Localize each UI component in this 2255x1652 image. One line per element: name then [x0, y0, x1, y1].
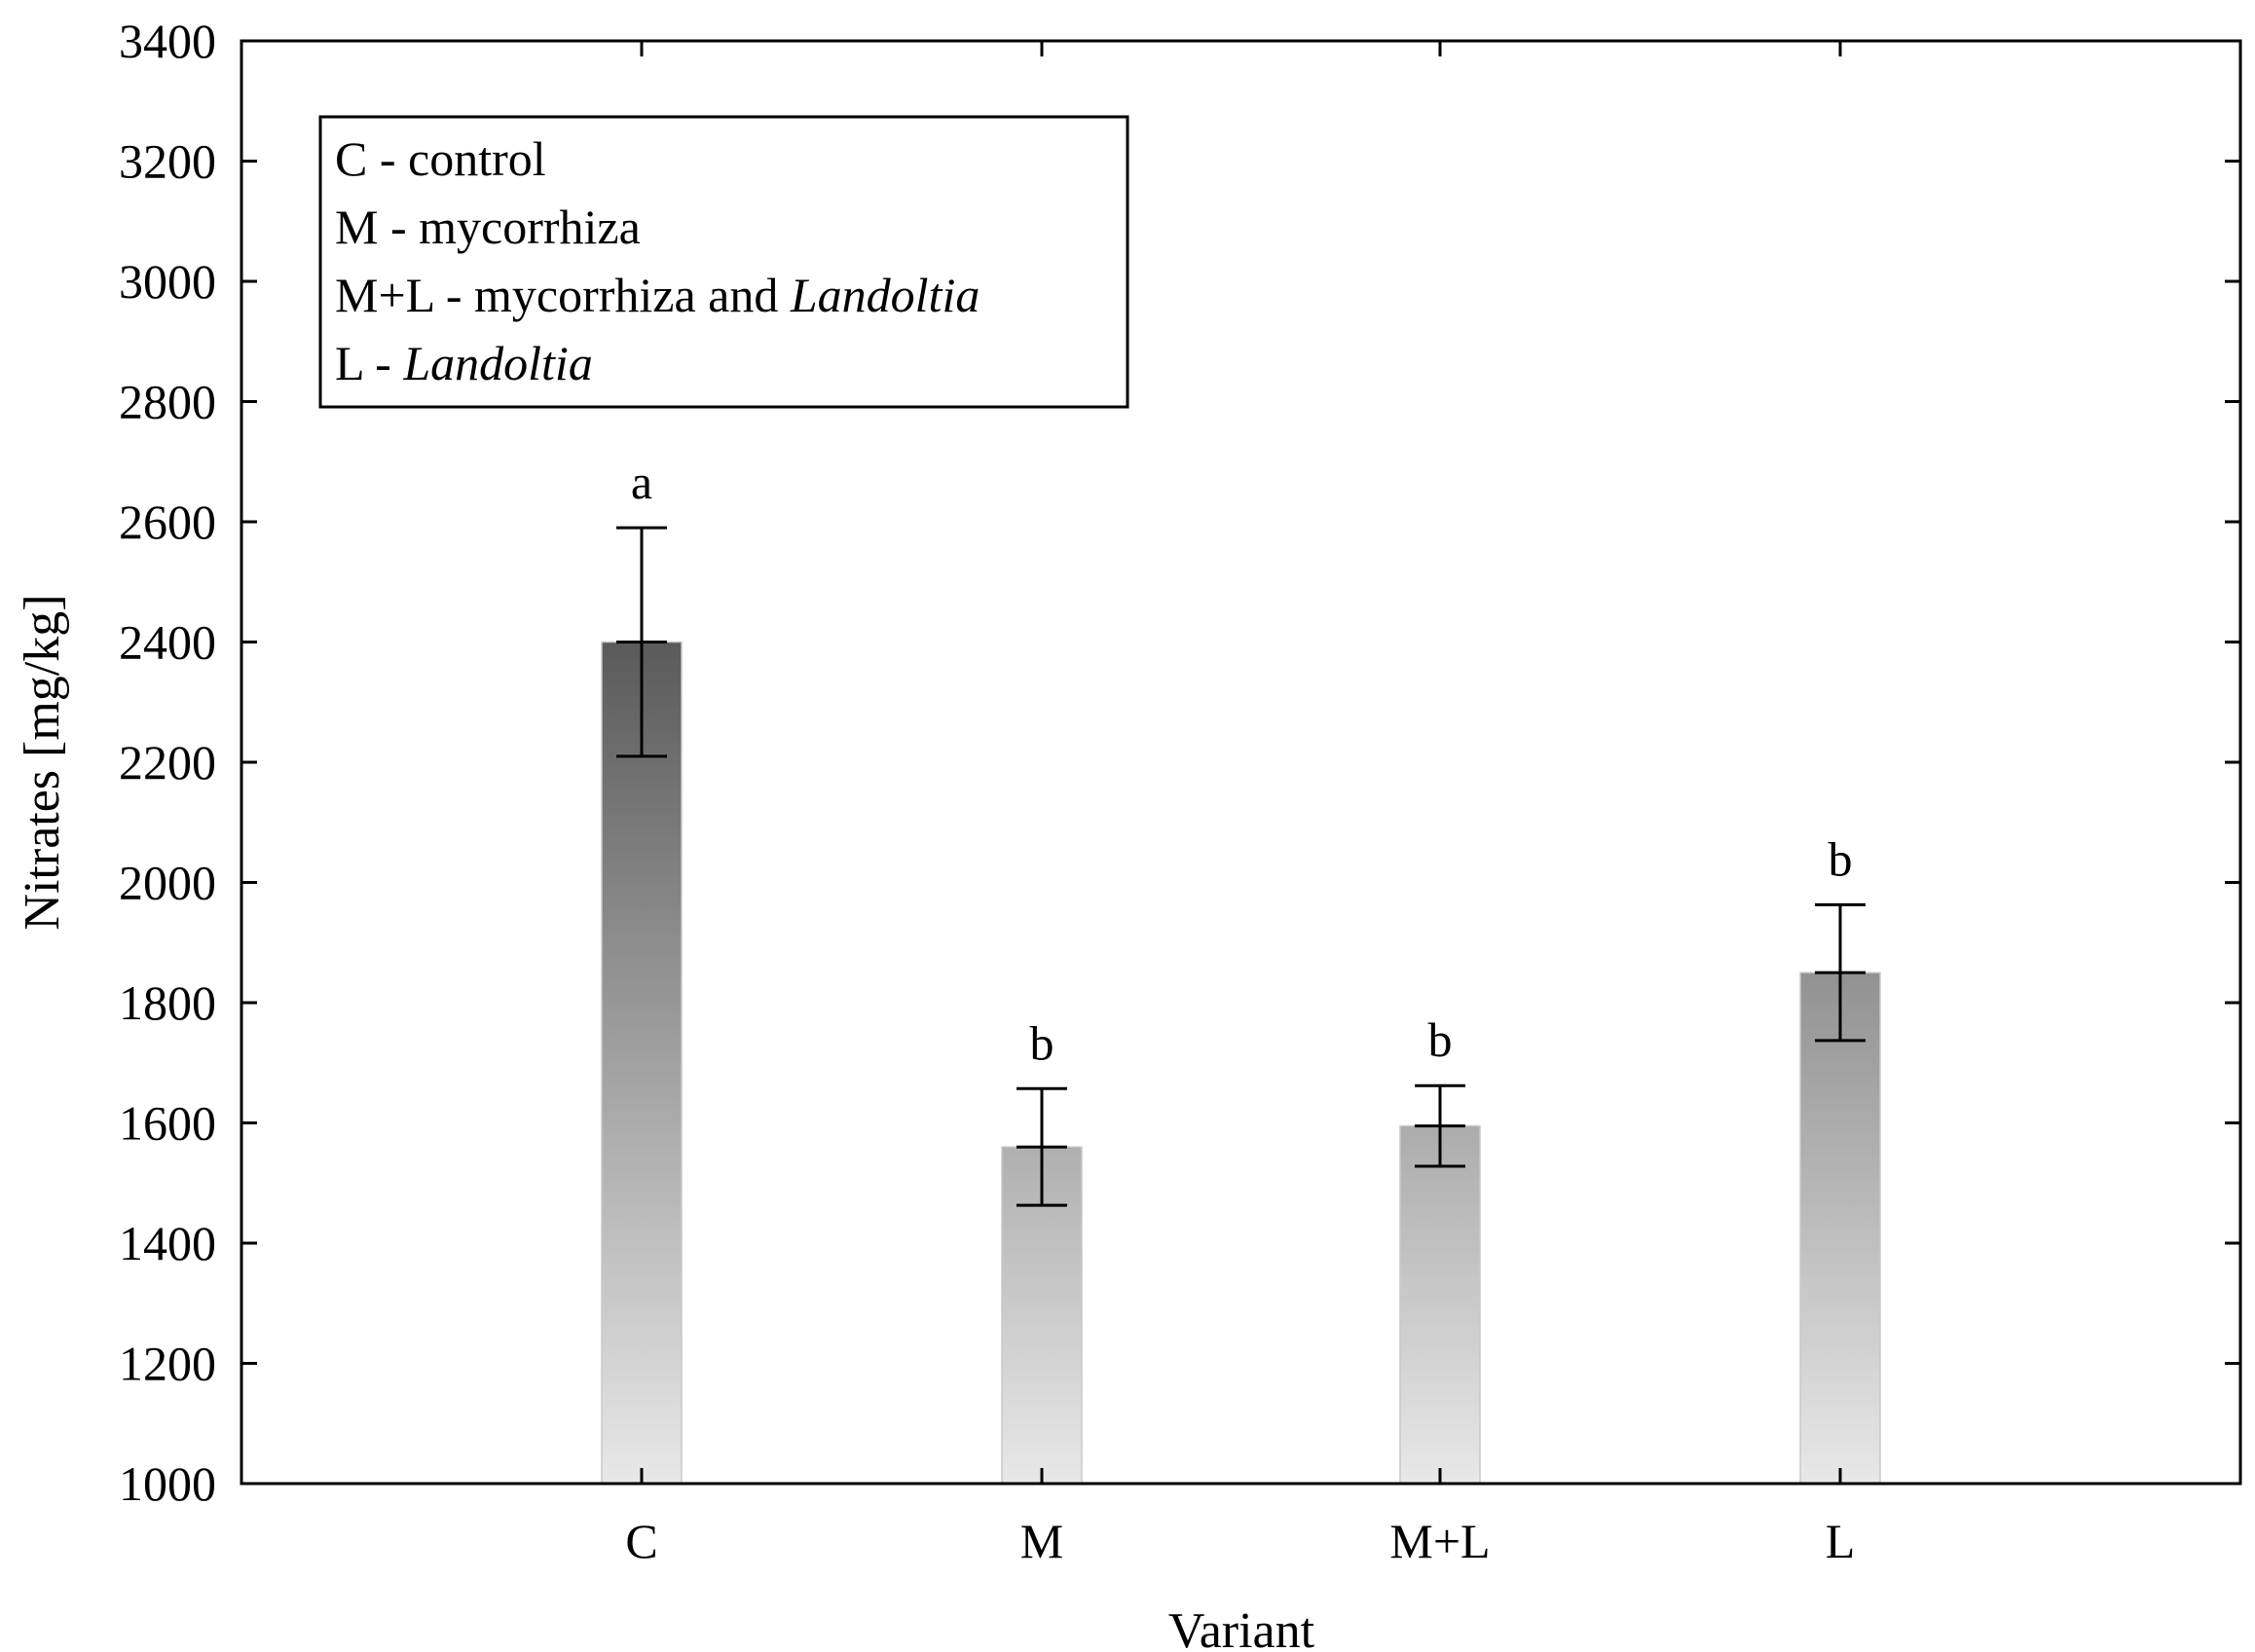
x-tick-label: L — [1826, 1514, 1856, 1568]
y-tick-label: 2800 — [119, 375, 216, 429]
y-tick-label: 1000 — [119, 1456, 216, 1511]
y-tick-label: 3000 — [119, 254, 216, 309]
group-letters: a b b b — [631, 455, 1853, 1070]
bar-L — [1799, 972, 1881, 1485]
legend-entry: L - Landoltia — [335, 336, 593, 390]
y-tick-label: 2400 — [119, 615, 216, 670]
axis-ticks — [241, 39, 2240, 1486]
y-tick-label: 2600 — [119, 495, 216, 549]
group-letter: b — [1829, 831, 1853, 886]
legend-entry: M - mycorrhiza — [335, 200, 641, 254]
group-letter: b — [1428, 1012, 1453, 1067]
x-tick-label: C — [625, 1514, 657, 1568]
y-tick-label: 1400 — [119, 1216, 216, 1270]
legend-box — [318, 115, 1129, 409]
legend-entry: M+L - mycorrhiza and Landoltia — [335, 268, 980, 322]
bar-M+L — [1399, 1124, 1481, 1485]
group-letter: a — [631, 455, 652, 509]
x-axis-label: Variant — [1168, 1603, 1315, 1652]
legend-entry: C - control — [335, 131, 546, 186]
y-tick-label: 3400 — [119, 14, 216, 68]
bar-C — [601, 641, 683, 1485]
x-tick-labels: C M M+L L — [625, 1514, 1855, 1568]
y-tick-label: 1200 — [119, 1337, 216, 1391]
group-letter: b — [1030, 1015, 1054, 1070]
error-bars — [616, 526, 1866, 1207]
x-tick-label: M — [1020, 1514, 1063, 1568]
y-tick-label: 1800 — [119, 975, 216, 1030]
y-axis-label: Nitrates [mg/kg] — [15, 594, 70, 930]
y-tick-label: 3200 — [119, 134, 216, 189]
y-tick-label: 2000 — [119, 856, 216, 910]
y-tick-label: 2200 — [119, 735, 216, 789]
y-tick-label: 1600 — [119, 1096, 216, 1151]
y-tick-labels: 1000 1200 1400 1600 1800 2000 2200 2400 2600 2800… — [119, 14, 216, 1511]
legend: C - control M - mycorrhiza M+L - mycorrhiz… — [318, 115, 1129, 409]
bars — [601, 641, 1881, 1485]
x-tick-label: M+L — [1389, 1514, 1490, 1568]
